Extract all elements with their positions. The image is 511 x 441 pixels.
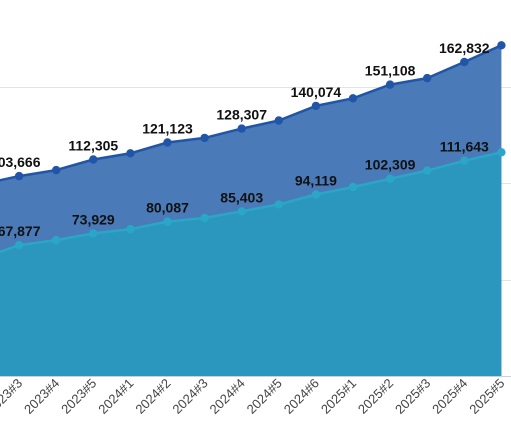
data-labels: 03,666 112,305 121,123 128,307 140,074 151,10… <box>0 40 490 239</box>
x-tick-label-7: 2024#5 <box>244 376 285 417</box>
series-1-label-11: 102,309 <box>365 157 416 173</box>
series-0-point-2 <box>52 165 61 175</box>
x-axis-ticks: 023#32023#42023#52024#12024#22024#32024#… <box>0 376 508 417</box>
series-0-point-4 <box>126 149 135 158</box>
x-tick-label-13: 2025#5 <box>466 376 507 417</box>
series-0-point-8 <box>274 116 283 125</box>
series-1-label-3: 73,929 <box>72 211 115 227</box>
series-1-point-6 <box>200 213 209 223</box>
series-1-point-2 <box>52 235 61 245</box>
series-1-label-1: 67,877 <box>0 223 41 239</box>
series-1-point-14 <box>497 148 506 157</box>
series-1-label-9: 94,119 <box>295 173 337 189</box>
series-0-label-3: 112,305 <box>68 138 118 154</box>
series-0-point-14 <box>497 41 506 50</box>
x-tick-label-3: 2024#1 <box>95 376 136 417</box>
series-0-point-12 <box>423 73 432 83</box>
series-0-point-5 <box>163 138 172 147</box>
series-points <box>14 41 506 250</box>
series-1-point-7 <box>237 207 246 216</box>
series-0-label-13: 162,832 <box>439 40 490 56</box>
x-tick-label-8: 2024#6 <box>281 376 322 417</box>
x-tick-label-5: 2024#3 <box>169 376 210 417</box>
series-1-point-11 <box>385 174 395 183</box>
series-0-point-9 <box>311 101 321 111</box>
series-1-label-5: 80,087 <box>146 200 189 216</box>
series-0-point-3 <box>89 155 98 164</box>
series-0-label-1: 03,666 <box>0 154 41 170</box>
series-0-point-11 <box>385 80 395 89</box>
series-1-point-8 <box>274 200 283 209</box>
series-0-label-7: 128,307 <box>216 107 267 123</box>
x-tick-label-11: 2025#3 <box>392 376 433 417</box>
x-tick-label-9: 2025#1 <box>318 376 359 417</box>
x-tick-label-10: 2025#2 <box>355 376 396 417</box>
series-1-point-1 <box>14 240 24 250</box>
x-tick-label-6: 2024#4 <box>207 376 248 417</box>
series-1-point-3 <box>89 229 98 238</box>
x-tick-label-1: 2023#4 <box>21 376 62 417</box>
x-tick-label-12: 2025#4 <box>429 376 470 417</box>
series-0-point-6 <box>200 133 209 143</box>
series-0-point-7 <box>237 124 246 133</box>
series-0-label-9: 140,074 <box>291 84 342 100</box>
series-1-point-4 <box>126 224 135 234</box>
series-1-label-7: 85,403 <box>220 189 263 205</box>
series-0-label-11: 151,108 <box>365 63 416 79</box>
series-1-point-9 <box>311 190 321 199</box>
series-1-point-10 <box>348 182 358 192</box>
series-1-label-13: 111,643 <box>440 139 489 155</box>
x-tick-label-4: 2024#2 <box>132 376 173 417</box>
series-1-area <box>0 152 502 376</box>
x-tick-label-2: 2023#5 <box>58 376 99 417</box>
series-1-point-5 <box>163 217 172 226</box>
series-0-label-5: 121,123 <box>142 121 193 137</box>
series-0-point-10 <box>348 94 358 103</box>
series-0-point-1 <box>14 171 24 181</box>
series-1-point-12 <box>423 166 432 175</box>
series-1-point-13 <box>460 156 469 165</box>
series-0-point-13 <box>460 57 469 67</box>
